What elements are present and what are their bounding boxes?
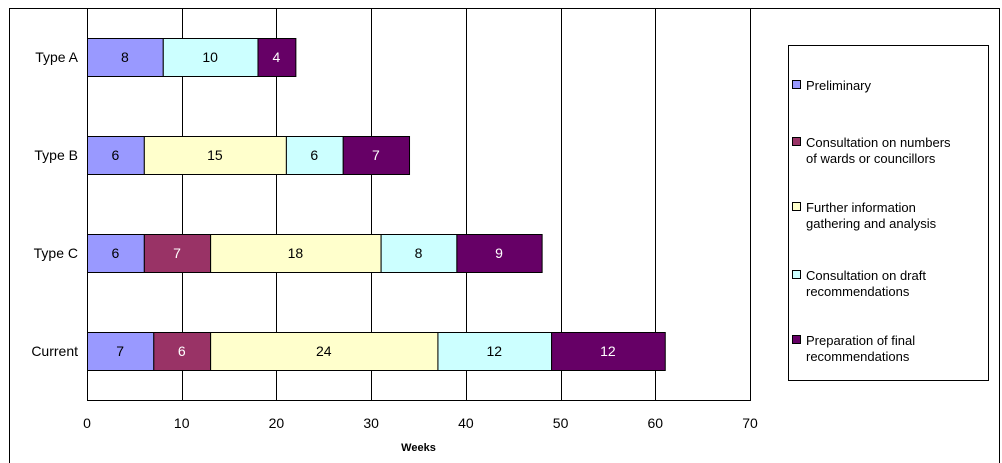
category-label-type-a: Type A bbox=[35, 49, 78, 65]
x-tick-label-40: 40 bbox=[458, 415, 474, 431]
data-label-current-consultation-on-draft-recommendations: 12 bbox=[486, 343, 502, 359]
data-label-type-a-preparation-of-final-recommendations: 4 bbox=[273, 49, 281, 65]
bar-segment-current-preparation-of-final-recommendations bbox=[551, 332, 666, 371]
data-label-current-preliminary: 7 bbox=[116, 343, 124, 359]
bar-segment-type-c-consultation-on-numbers-of-wards-or-councillors bbox=[143, 234, 212, 273]
bar-segment-type-a-preliminary bbox=[87, 38, 164, 77]
bars: 8 10 4 6 15 6 7 6 7 18 8 9 7 6 24 12 12 bbox=[87, 38, 666, 371]
legend-swatch-preparation-of-final-recommendations bbox=[792, 335, 801, 344]
data-label-type-c-consultation-on-numbers-of-wards-or-councillors: 7 bbox=[173, 245, 181, 261]
bar-segment-type-b-preliminary bbox=[87, 136, 145, 175]
bar-segment-type-c-further-information-gathering-and-analysis bbox=[210, 234, 382, 273]
legend-swatch-consultation-on-numbers-of-wards-or-councillors bbox=[792, 137, 801, 146]
data-label-type-a-preliminary: 8 bbox=[121, 49, 129, 65]
data-label-current-consultation-on-numbers-of-wards-or-councillors: 6 bbox=[178, 343, 186, 359]
legend-swatch-consultation-on-draft-recommendations bbox=[792, 270, 801, 279]
y-axis-categories: Type A Type B Type C Current bbox=[31, 49, 78, 359]
legend-swatch-preliminary bbox=[792, 80, 801, 89]
x-tick-label-0: 0 bbox=[83, 415, 91, 431]
legend-label-preparation-of-final-recommendations: Preparation of final recommendations bbox=[806, 333, 915, 364]
legend-label-consultation-on-numbers-of-wards-or-councillors: Consultation on numbers of wards or counc… bbox=[806, 135, 951, 166]
data-label-type-b-preliminary: 6 bbox=[112, 147, 120, 163]
data-label-type-c-further-information-gathering-and-analysis: 18 bbox=[288, 245, 304, 261]
x-tick-label-50: 50 bbox=[553, 415, 569, 431]
category-label-current: Current bbox=[31, 343, 78, 359]
x-axis-ticks: 0 10 20 30 40 50 60 70 bbox=[83, 415, 758, 431]
bar-segment-current-consultation-on-numbers-of-wards-or-councillors bbox=[153, 332, 212, 371]
bar-segment-type-b-further-information-gathering-and-analysis bbox=[143, 136, 287, 175]
data-label-type-c-consultation-on-draft-recommendations: 8 bbox=[415, 245, 423, 261]
legend: Preliminary Consultation on numbers of war… bbox=[788, 45, 989, 381]
legend-label-preliminary: Preliminary bbox=[806, 78, 872, 93]
legend-box bbox=[788, 45, 989, 381]
bar-segment-type-c-preparation-of-final-recommendations bbox=[456, 234, 543, 273]
data-label-type-b-further-information-gathering-and-analysis: 15 bbox=[207, 147, 223, 163]
x-tick-label-30: 30 bbox=[363, 415, 379, 431]
data-label-type-c-preliminary: 6 bbox=[112, 245, 120, 261]
legend-label-consultation-on-draft-recommendations: Consultation on draft recommendations bbox=[806, 268, 926, 299]
data-label-type-b-consultation-on-draft-recommendations: 6 bbox=[310, 147, 318, 163]
bar-segment-current-further-information-gathering-and-analysis bbox=[210, 332, 439, 371]
bar-segment-type-a-preparation-of-final-recommendations bbox=[257, 38, 297, 77]
x-tick-label-70: 70 bbox=[742, 415, 758, 431]
data-label-type-c-preparation-of-final-recommendations: 9 bbox=[495, 245, 503, 261]
data-label-type-a-consultation-on-draft-recommendations: 10 bbox=[202, 49, 218, 65]
bar-segment-current-consultation-on-draft-recommendations bbox=[437, 332, 553, 371]
x-axis-title: Weeks bbox=[401, 442, 436, 454]
category-label-type-c: Type C bbox=[34, 245, 78, 261]
bar-segment-type-b-preparation-of-final-recommendations bbox=[342, 136, 411, 175]
data-label-current-further-information-gathering-and-analysis: 24 bbox=[316, 343, 332, 359]
plot-area-border bbox=[87, 8, 751, 401]
data-label-current-preparation-of-final-recommendations: 12 bbox=[600, 343, 616, 359]
x-tick-label-60: 60 bbox=[647, 415, 663, 431]
legend-swatch-further-information-gathering-and-analysis bbox=[792, 202, 801, 211]
x-tick-label-10: 10 bbox=[174, 415, 190, 431]
bar-segment-type-c-consultation-on-draft-recommendations bbox=[380, 234, 458, 273]
legend-label-further-information-gathering-and-analysis: Further information gathering and analysi… bbox=[806, 200, 937, 231]
category-label-type-b: Type B bbox=[34, 147, 78, 163]
x-tick-label-20: 20 bbox=[269, 415, 285, 431]
bar-segment-type-b-consultation-on-draft-recommendations bbox=[285, 136, 344, 175]
data-label-type-b-preparation-of-final-recommendations: 7 bbox=[372, 147, 380, 163]
